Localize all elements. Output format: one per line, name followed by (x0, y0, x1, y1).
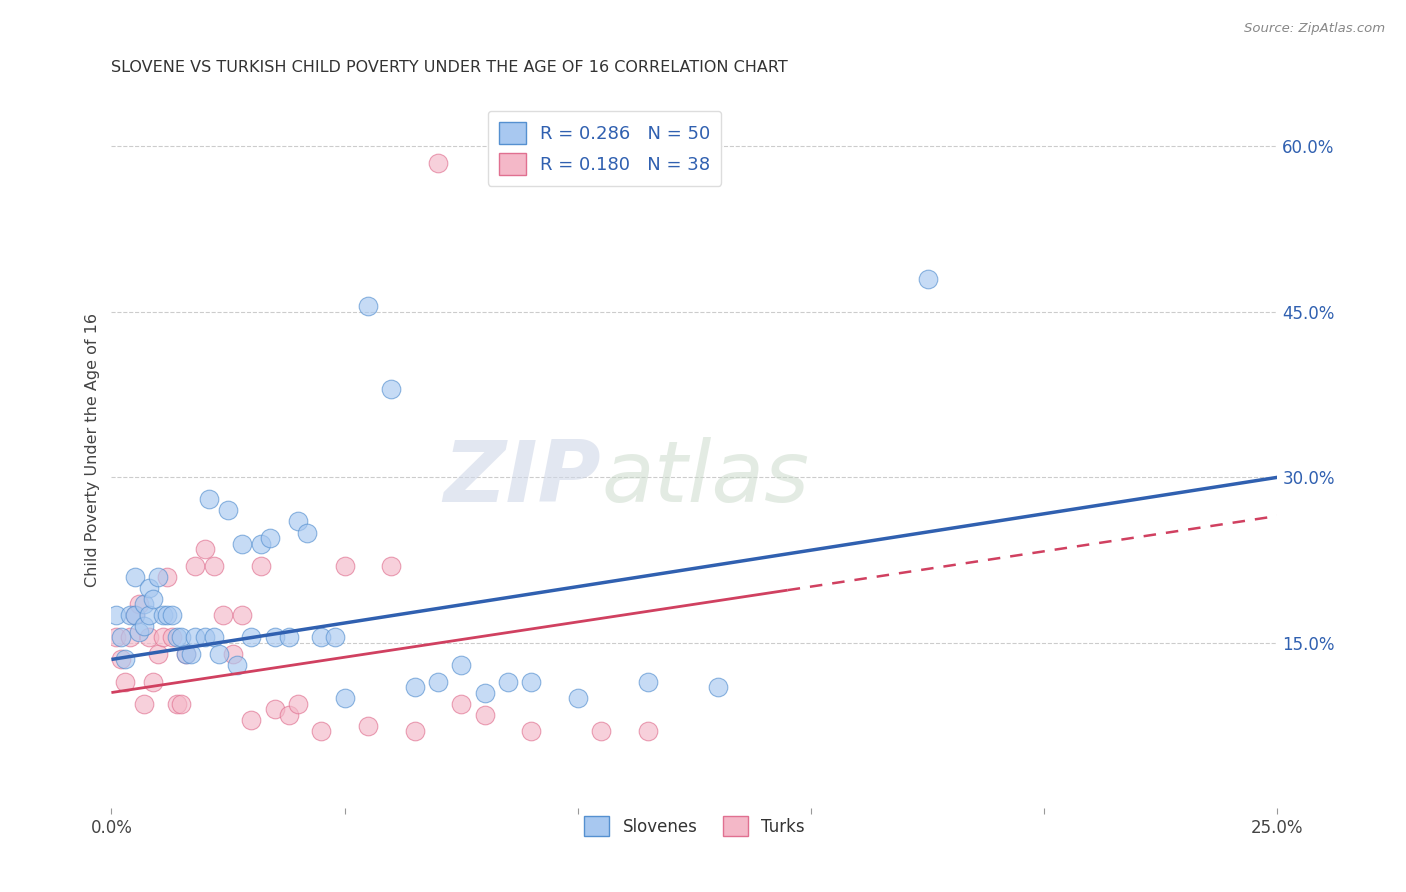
Turks (124, 608, 146, 623)
Slovenes (142, 591, 165, 606)
Turks (474, 707, 496, 722)
Turks (380, 558, 402, 573)
Turks (120, 631, 142, 645)
Turks (166, 697, 188, 711)
Turks (194, 542, 217, 557)
Slovenes (160, 608, 183, 623)
Slovenes (917, 271, 939, 285)
Slovenes (194, 631, 217, 645)
Turks (287, 697, 309, 711)
Slovenes (323, 631, 346, 645)
Turks (591, 724, 613, 739)
Turks (637, 724, 659, 739)
Turks (184, 558, 207, 573)
Turks (426, 155, 449, 169)
Slovenes (202, 631, 225, 645)
Turks (263, 702, 285, 716)
Turks (231, 608, 253, 623)
Slovenes (333, 691, 356, 706)
Slovenes (450, 657, 472, 672)
Slovenes (174, 647, 197, 661)
Turks (132, 697, 155, 711)
Slovenes (226, 657, 249, 672)
Turks (170, 697, 193, 711)
Turks (160, 631, 183, 645)
Turks (202, 558, 225, 573)
Slovenes (380, 382, 402, 396)
Slovenes (138, 581, 160, 595)
Slovenes (217, 503, 239, 517)
Text: SLOVENE VS TURKISH CHILD POVERTY UNDER THE AGE OF 16 CORRELATION CHART: SLOVENE VS TURKISH CHILD POVERTY UNDER T… (111, 60, 789, 75)
Slovenes (567, 691, 589, 706)
Slovenes (180, 647, 202, 661)
Turks (156, 569, 179, 583)
Slovenes (166, 631, 188, 645)
Turks (152, 631, 174, 645)
Slovenes (240, 631, 263, 645)
Text: ZIP: ZIP (443, 437, 602, 520)
Slovenes (146, 569, 169, 583)
Slovenes (156, 608, 179, 623)
Slovenes (706, 680, 728, 694)
Slovenes (110, 631, 132, 645)
Slovenes (520, 674, 543, 689)
Slovenes (208, 647, 231, 661)
Slovenes (114, 652, 136, 666)
Turks (221, 647, 243, 661)
Slovenes (124, 608, 146, 623)
Slovenes (231, 536, 253, 550)
Turks (249, 558, 271, 573)
Turks (311, 724, 333, 739)
Turks (450, 697, 472, 711)
Turks (212, 608, 235, 623)
Slovenes (637, 674, 659, 689)
Turks (146, 647, 169, 661)
Slovenes (277, 631, 299, 645)
Slovenes (152, 608, 174, 623)
Slovenes (198, 492, 221, 507)
Turks (404, 724, 426, 739)
Turks (110, 652, 132, 666)
Slovenes (297, 525, 319, 540)
Legend: Slovenes, Turks: Slovenes, Turks (578, 809, 811, 843)
Slovenes (287, 515, 309, 529)
Y-axis label: Child Poverty Under the Age of 16: Child Poverty Under the Age of 16 (86, 313, 100, 587)
Slovenes (426, 674, 449, 689)
Slovenes (170, 631, 193, 645)
Slovenes (357, 299, 380, 313)
Turks (357, 719, 380, 733)
Turks (240, 713, 263, 727)
Text: atlas: atlas (602, 437, 808, 520)
Turks (142, 674, 165, 689)
Turks (138, 631, 160, 645)
Turks (333, 558, 356, 573)
Turks (114, 674, 136, 689)
Slovenes (124, 569, 146, 583)
Text: Source: ZipAtlas.com: Source: ZipAtlas.com (1244, 22, 1385, 36)
Slovenes (249, 536, 271, 550)
Slovenes (311, 631, 333, 645)
Slovenes (404, 680, 426, 694)
Slovenes (263, 631, 285, 645)
Slovenes (128, 624, 150, 639)
Turks (105, 631, 128, 645)
Turks (174, 647, 197, 661)
Slovenes (120, 608, 142, 623)
Slovenes (138, 608, 160, 623)
Slovenes (132, 619, 155, 633)
Slovenes (259, 531, 281, 545)
Turks (128, 597, 150, 611)
Slovenes (184, 631, 207, 645)
Slovenes (132, 597, 155, 611)
Slovenes (474, 685, 496, 699)
Slovenes (496, 674, 519, 689)
Turks (277, 707, 299, 722)
Slovenes (105, 608, 128, 623)
Turks (520, 724, 543, 739)
